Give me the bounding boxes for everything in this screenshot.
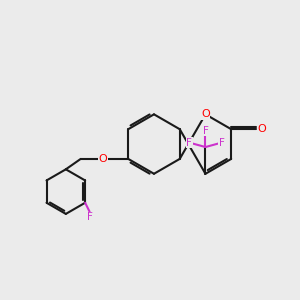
Text: F: F bbox=[202, 126, 208, 136]
Text: F: F bbox=[87, 212, 92, 222]
Text: F: F bbox=[219, 138, 225, 148]
Text: O: O bbox=[201, 109, 210, 119]
Text: O: O bbox=[99, 154, 107, 164]
Text: F: F bbox=[186, 138, 192, 148]
Text: O: O bbox=[257, 124, 266, 134]
